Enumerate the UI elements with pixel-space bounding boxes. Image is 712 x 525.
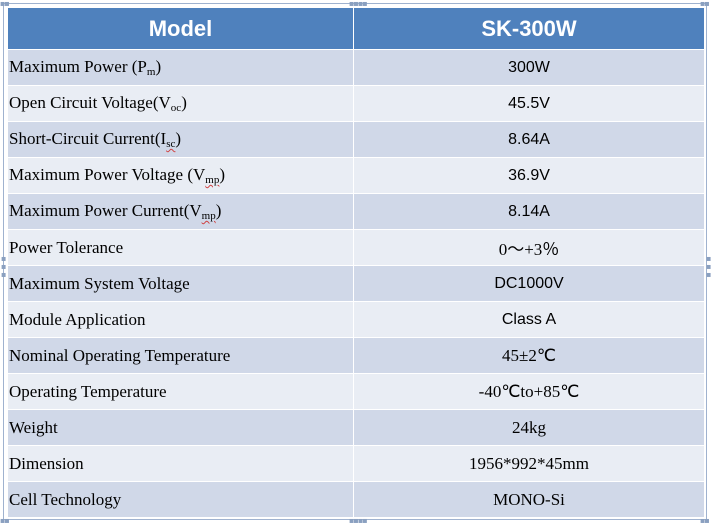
resize-handle-top-right[interactable]: ▪▪ [700,0,710,8]
table-row: Cell Technology MONO-Si [7,481,705,518]
resize-handle-bottom-left[interactable]: ▪▪ [0,516,10,525]
table-row: Nominal Operating Temperature 45±2℃ [7,337,705,374]
spec-value: 1956*992*45mm [353,445,705,482]
spec-value: MONO-Si [353,481,705,518]
spec-value: 300W [353,49,705,86]
table-row: Maximum Power Current(Vmp) 8.14A [7,193,705,230]
spec-label: Dimension [7,445,354,482]
spec-value: 24kg [353,409,705,446]
table-row: Maximum System Voltage DC1000V [7,265,705,302]
table-row: Dimension 1956*992*45mm [7,445,705,482]
resize-handle-left[interactable]: ▪ ▪ ▪ [1,254,6,279]
spec-label: Maximum System Voltage [7,265,354,302]
table-row: Weight 24kg [7,409,705,446]
spec-value: 36.9V [353,157,705,194]
table-row: Maximum Power Voltage (Vmp) 36.9V [7,157,705,194]
selection-frame [3,3,707,520]
spec-label: Maximum Power Voltage (Vmp) [7,157,354,194]
spec-value: DC1000V [353,265,705,302]
spec-value: -40℃to+85℃ [353,373,705,410]
spec-label: Short-Circuit Current(Isc) [7,121,354,158]
spec-label: Maximum Power Current(Vmp) [7,193,354,230]
spec-label: Power Tolerance [7,229,354,266]
spec-label: Weight [7,409,354,446]
spec-label: Open Circuit Voltage(Voc) [7,85,354,122]
resize-handle-bottom[interactable]: ▪▪▪▪ [349,516,368,525]
spec-table: Model SK-300W Maximum Power (Pm) 300W Open… [7,7,705,518]
resize-handle-top[interactable]: ▪▪▪▪ [349,0,368,8]
table-row: Short-Circuit Current(Isc) 8.64A [7,121,705,158]
spec-value: 45±2℃ [353,337,705,374]
spec-label: Module Application [7,301,354,338]
spec-label: Maximum Power (Pm) [7,49,354,86]
table-row: Operating Temperature -40℃to+85℃ [7,373,705,410]
spec-label: Cell Technology [7,481,354,518]
table-row: Maximum Power (Pm) 300W [7,49,705,86]
spec-label: Nominal Operating Temperature [7,337,354,374]
table-row: Open Circuit Voltage(Voc) 45.5V [7,85,705,122]
spec-value: 45.5V [353,85,705,122]
header-model-name: SK-300W [353,7,705,50]
spec-value: 8.64A [353,121,705,158]
table-row: Module Application Class A [7,301,705,338]
spec-value: Class A [353,301,705,338]
header-model: Model [7,7,354,50]
spec-value: 0～+3％ [353,229,705,266]
table-row: Power Tolerance 0～+3％ [7,229,705,266]
resize-handle-bottom-right[interactable]: ▪▪ [700,516,710,525]
spec-label: Operating Temperature [7,373,354,410]
resize-handle-right[interactable]: ▪ ▪ ▪ [706,254,711,279]
spec-value: 8.14A [353,193,705,230]
header-row: Model SK-300W [7,7,705,50]
resize-handle-top-left[interactable]: ▪▪ [0,0,10,8]
